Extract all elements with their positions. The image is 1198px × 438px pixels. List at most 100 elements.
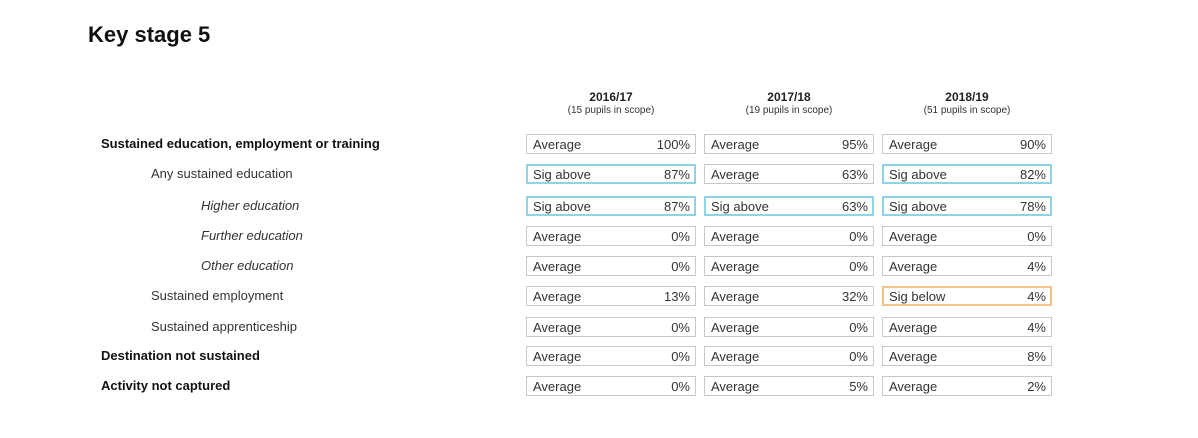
result-cell: Average 0%: [526, 376, 696, 396]
row-label: Sustained employment: [151, 288, 284, 303]
result-cell: Average 32%: [704, 286, 874, 306]
result-cell: Average 2%: [882, 376, 1052, 396]
result-cell: Average 100%: [526, 134, 696, 154]
row-label: Destination not sustained: [101, 348, 260, 363]
cell-status: Average: [711, 136, 760, 152]
cell-status: Average: [889, 136, 938, 152]
cell-status: Average: [711, 288, 760, 304]
row-label: Higher education: [201, 198, 300, 213]
cell-value: 100%: [656, 136, 690, 152]
year-label: 2017/18: [767, 90, 811, 104]
result-cell: Average 0%: [526, 226, 696, 246]
cell-value: 0%: [849, 228, 868, 244]
cell-status: Average: [711, 228, 760, 244]
year-scope: (51 pupils in scope): [923, 105, 1011, 116]
cell-value: 90%: [1019, 136, 1046, 152]
cell-value: 8%: [1027, 348, 1046, 364]
result-cell: Average 0%: [704, 256, 874, 276]
result-cell: Average 0%: [882, 226, 1052, 246]
cell-status: Sig above: [711, 198, 769, 214]
cell-value: 5%: [849, 378, 868, 394]
row-label: Further education: [201, 228, 303, 243]
cell-value: 87%: [663, 166, 690, 182]
result-cell: Average 8%: [882, 346, 1052, 366]
cell-value: 4%: [1027, 288, 1046, 304]
result-cell: Average 0%: [704, 226, 874, 246]
cell-value: 0%: [671, 319, 690, 335]
row-label: Sustained apprenticeship: [151, 319, 297, 334]
cell-value: 63%: [841, 166, 868, 182]
cell-value: 0%: [849, 258, 868, 274]
result-cell: Average 90%: [882, 134, 1052, 154]
cell-status: Average: [711, 166, 760, 182]
result-cell: Average 5%: [704, 376, 874, 396]
result-cell: Average 0%: [704, 346, 874, 366]
cell-value: 2%: [1027, 378, 1046, 394]
result-cell: Average 4%: [882, 317, 1052, 337]
result-cell: Sig above 82%: [882, 164, 1052, 184]
cell-status: Average: [889, 378, 938, 394]
cell-status: Average: [533, 288, 582, 304]
cell-status: Average: [711, 378, 760, 394]
result-cell: Sig above 87%: [526, 164, 696, 184]
cell-status: Average: [889, 319, 938, 335]
row-label: Sustained education, employment or train…: [101, 136, 380, 151]
cell-value: 95%: [841, 136, 868, 152]
row-label: Any sustained education: [151, 166, 293, 181]
cell-status: Average: [889, 258, 938, 274]
cell-value: 4%: [1027, 319, 1046, 335]
cell-status: Average: [533, 348, 582, 364]
cell-status: Average: [533, 228, 582, 244]
cell-status: Sig above: [889, 198, 947, 214]
cell-status: Average: [533, 319, 582, 335]
year-scope: (15 pupils in scope): [567, 105, 655, 116]
cell-status: Average: [533, 378, 582, 394]
cell-status: Average: [889, 228, 938, 244]
year-header-2018-19: 2018/19 (51 pupils in scope): [882, 90, 1052, 117]
result-cell: Sig above 87%: [526, 196, 696, 216]
year-header-2017-18: 2017/18 (19 pupils in scope): [704, 90, 874, 117]
result-cell: Average 4%: [882, 256, 1052, 276]
cell-status: Average: [889, 348, 938, 364]
result-cell: Average 0%: [526, 317, 696, 337]
result-cell: Average 0%: [704, 317, 874, 337]
result-cell: Average 95%: [704, 134, 874, 154]
cell-value: 0%: [671, 258, 690, 274]
cell-value: 0%: [849, 348, 868, 364]
cell-status: Sig above: [889, 166, 947, 182]
year-label: 2016/17: [589, 90, 633, 104]
cell-value: 0%: [671, 378, 690, 394]
cell-value: 0%: [1027, 228, 1046, 244]
cell-status: Average: [533, 258, 582, 274]
cell-value: 13%: [663, 288, 690, 304]
row-label: Activity not captured: [101, 378, 231, 393]
cell-value: 78%: [1019, 198, 1046, 214]
cell-value: 63%: [841, 198, 868, 214]
cell-value: 0%: [671, 228, 690, 244]
cell-value: 0%: [671, 348, 690, 364]
cell-value: 4%: [1027, 258, 1046, 274]
cell-status: Sig above: [533, 198, 591, 214]
year-scope: (19 pupils in scope): [745, 105, 833, 116]
year-label: 2018/19: [945, 90, 989, 104]
result-cell: Average 0%: [526, 256, 696, 276]
result-cell: Average 13%: [526, 286, 696, 306]
result-cell: Sig below 4%: [882, 286, 1052, 306]
cell-value: 0%: [849, 319, 868, 335]
cell-status: Average: [533, 136, 582, 152]
result-cell: Average 63%: [704, 164, 874, 184]
result-cell: Average 0%: [526, 346, 696, 366]
row-label: Other education: [201, 258, 294, 273]
cell-value: 32%: [841, 288, 868, 304]
page-title: Key stage 5: [88, 22, 211, 47]
cell-status: Sig above: [533, 166, 591, 182]
cell-status: Average: [711, 348, 760, 364]
cell-status: Average: [711, 258, 760, 274]
cell-status: Average: [711, 319, 760, 335]
year-header-2016-17: 2016/17 (15 pupils in scope): [526, 90, 696, 117]
cell-value: 87%: [663, 198, 690, 214]
result-cell: Sig above 63%: [704, 196, 874, 216]
cell-value: 82%: [1019, 166, 1046, 182]
result-cell: Sig above 78%: [882, 196, 1052, 216]
cell-status: Sig below: [889, 288, 946, 304]
